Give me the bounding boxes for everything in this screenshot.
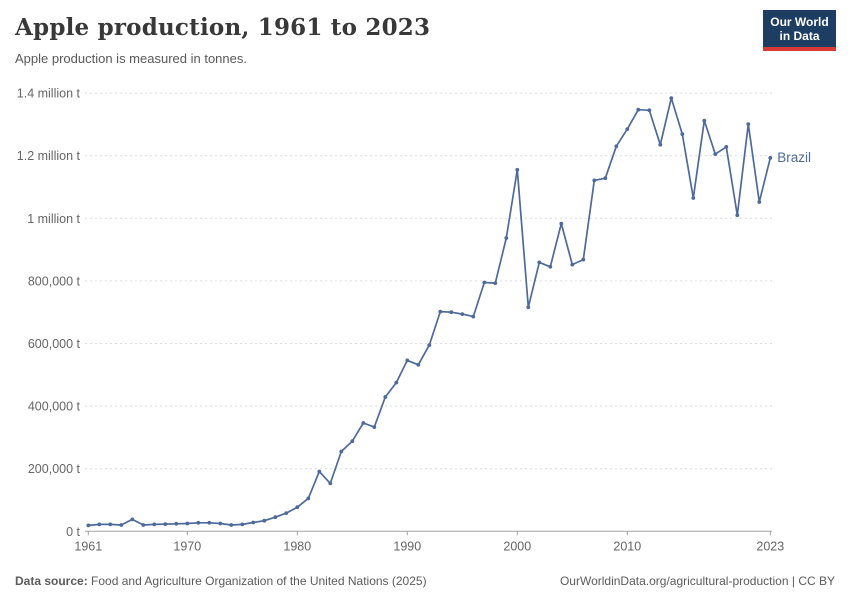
data-point[interactable] (570, 262, 575, 267)
page-subtitle: Apple production is measured in tonnes. (15, 51, 247, 66)
data-point[interactable] (97, 522, 102, 527)
data-point[interactable] (361, 421, 366, 425)
data-point[interactable] (295, 505, 300, 510)
data-point[interactable] (196, 520, 201, 525)
x-tick-label: 1970 (173, 539, 201, 553)
data-point[interactable] (482, 280, 487, 285)
data-point[interactable] (460, 312, 465, 316)
footer-links: OurWorldinData.org/agricultural-producti… (560, 574, 835, 588)
data-point[interactable] (603, 176, 608, 181)
owid-logo-line1: Our World (770, 15, 829, 29)
data-point[interactable] (658, 142, 663, 147)
data-point[interactable] (614, 144, 619, 149)
data-point[interactable] (306, 496, 311, 501)
x-tick-label: 1990 (393, 539, 421, 553)
data-source-label: Data source: (15, 574, 88, 588)
data-point[interactable] (449, 310, 454, 315)
data-point[interactable] (163, 522, 168, 526)
data-point[interactable] (680, 132, 685, 137)
data-point[interactable] (405, 358, 410, 363)
data-point[interactable] (416, 362, 421, 367)
page-title: Apple production, 1961 to 2023 (15, 14, 431, 41)
data-point[interactable] (592, 178, 597, 183)
y-tick-label: 200,000 t (28, 462, 81, 476)
data-point[interactable] (174, 521, 179, 526)
owid-url-link[interactable]: OurWorldinData.org/agricultural-producti… (559, 574, 789, 588)
data-point[interactable] (713, 152, 718, 157)
data-point[interactable] (317, 469, 322, 474)
data-point[interactable] (207, 520, 212, 525)
data-point[interactable] (625, 127, 630, 131)
data-point[interactable] (240, 522, 245, 527)
y-tick-label: 1 million t (27, 212, 80, 226)
data-point[interactable] (372, 425, 377, 429)
data-point[interactable] (218, 521, 223, 526)
data-point[interactable] (548, 264, 553, 269)
data-point[interactable] (130, 517, 135, 522)
data-point[interactable] (746, 122, 751, 126)
y-tick-label: 0 t (66, 525, 80, 539)
data-point[interactable] (669, 96, 674, 100)
cc-by-link[interactable]: CC BY (798, 574, 835, 588)
data-point[interactable] (526, 305, 531, 310)
data-point[interactable] (735, 213, 740, 218)
x-tick-label: 1961 (74, 539, 102, 553)
x-tick-label: 2000 (503, 539, 531, 553)
data-point[interactable] (383, 395, 388, 399)
data-point[interactable] (504, 236, 509, 240)
footer-separator: | (788, 574, 799, 588)
y-tick-label: 600,000 t (28, 337, 81, 351)
y-tick-label: 400,000 t (28, 400, 81, 414)
data-point[interactable] (284, 511, 289, 515)
data-point[interactable] (262, 518, 267, 523)
data-point[interactable] (328, 481, 333, 486)
data-point[interactable] (757, 200, 762, 204)
data-point[interactable] (229, 523, 234, 527)
data-point[interactable] (724, 145, 729, 149)
data-point[interactable] (273, 515, 278, 520)
x-tick-label: 1980 (283, 539, 311, 553)
data-point[interactable] (394, 380, 399, 385)
x-tick-label: 2010 (613, 539, 641, 553)
owid-logo-line2: in Data (779, 29, 820, 43)
data-source-text: Food and Agriculture Organization of the… (87, 574, 427, 588)
y-tick-label: 1.2 million t (17, 149, 81, 163)
chart-footer: Data source: Food and Agriculture Organi… (15, 574, 835, 588)
data-point[interactable] (86, 523, 91, 528)
y-tick-label: 1.4 million t (17, 87, 81, 101)
data-point[interactable] (471, 314, 476, 319)
data-point[interactable] (702, 118, 707, 123)
data-point[interactable] (559, 221, 564, 226)
owid-logo[interactable]: Our World in Data (763, 10, 836, 51)
data-point[interactable] (438, 309, 443, 314)
data-point[interactable] (108, 522, 113, 527)
data-point[interactable] (427, 343, 432, 347)
data-point[interactable] (636, 107, 641, 112)
data-point[interactable] (251, 520, 256, 525)
data-point[interactable] (691, 196, 696, 200)
data-point[interactable] (152, 522, 157, 527)
y-tick-label: 800,000 t (28, 274, 81, 288)
data-point[interactable] (581, 257, 586, 262)
data-source: Data source: Food and Agriculture Organi… (15, 574, 427, 588)
data-point[interactable] (647, 108, 652, 113)
data-point[interactable] (515, 167, 520, 172)
data-point[interactable] (185, 521, 190, 526)
data-point[interactable] (339, 449, 344, 454)
data-point[interactable] (350, 439, 355, 444)
data-point[interactable] (141, 523, 146, 527)
series-label[interactable]: Brazil (777, 150, 811, 165)
series-line[interactable] (87, 97, 772, 527)
data-point[interactable] (537, 260, 542, 265)
data-point[interactable] (119, 523, 124, 527)
data-point[interactable] (493, 281, 498, 285)
x-tick-label: 2023 (756, 539, 784, 553)
data-point[interactable] (768, 156, 773, 160)
